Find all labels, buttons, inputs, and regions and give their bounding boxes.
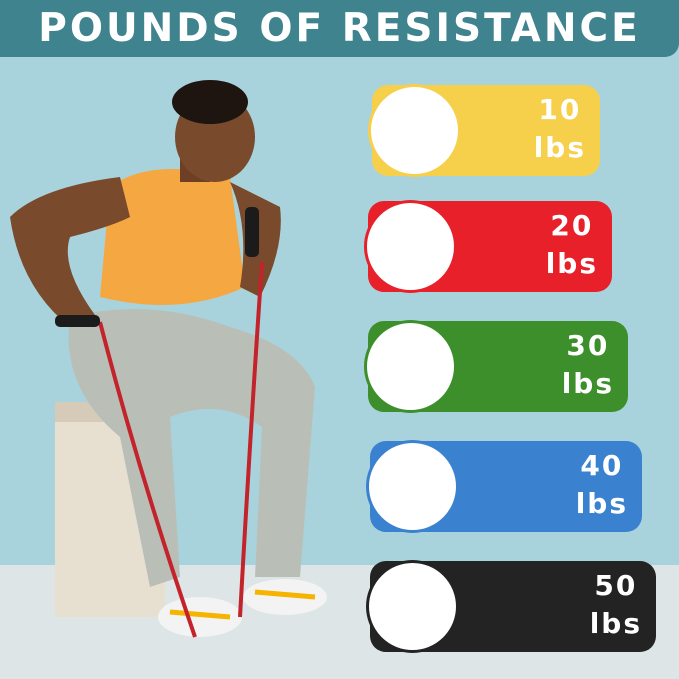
sports-top: [100, 169, 245, 305]
band-badge-10lbs: 10 lbs: [368, 84, 600, 177]
band-value: 30: [566, 329, 610, 362]
band-image-icon: [364, 200, 457, 293]
woman-exercising-photo: [10, 80, 327, 638]
band-image-icon: [366, 440, 459, 533]
band-badge-20lbs: 20 lbs: [364, 200, 612, 293]
band-badge-30lbs: 30 lbs: [364, 320, 628, 413]
band-image-icon: [364, 320, 457, 413]
band-value: 50: [594, 569, 638, 602]
band-badge-50lbs: 50 lbs: [366, 560, 656, 653]
band-value: 40: [580, 449, 624, 482]
band-value: 10: [538, 93, 582, 126]
title-banner: POUNDS OF RESISTANCE: [0, 0, 679, 57]
arm-left: [10, 177, 130, 327]
page-title: POUNDS OF RESISTANCE: [38, 6, 641, 51]
band-unit: lbs: [589, 607, 642, 640]
band-unit: lbs: [575, 487, 628, 520]
band-image-icon: [368, 84, 461, 177]
handle-icon: [55, 315, 100, 327]
band-unit: lbs: [533, 131, 586, 164]
resistance-band: [98, 321, 197, 638]
band-unit: lbs: [561, 367, 614, 400]
band-badge-40lbs: 40 lbs: [366, 440, 642, 533]
band-unit: lbs: [545, 247, 598, 280]
band-value: 20: [550, 209, 594, 242]
band-image-icon: [366, 560, 459, 653]
